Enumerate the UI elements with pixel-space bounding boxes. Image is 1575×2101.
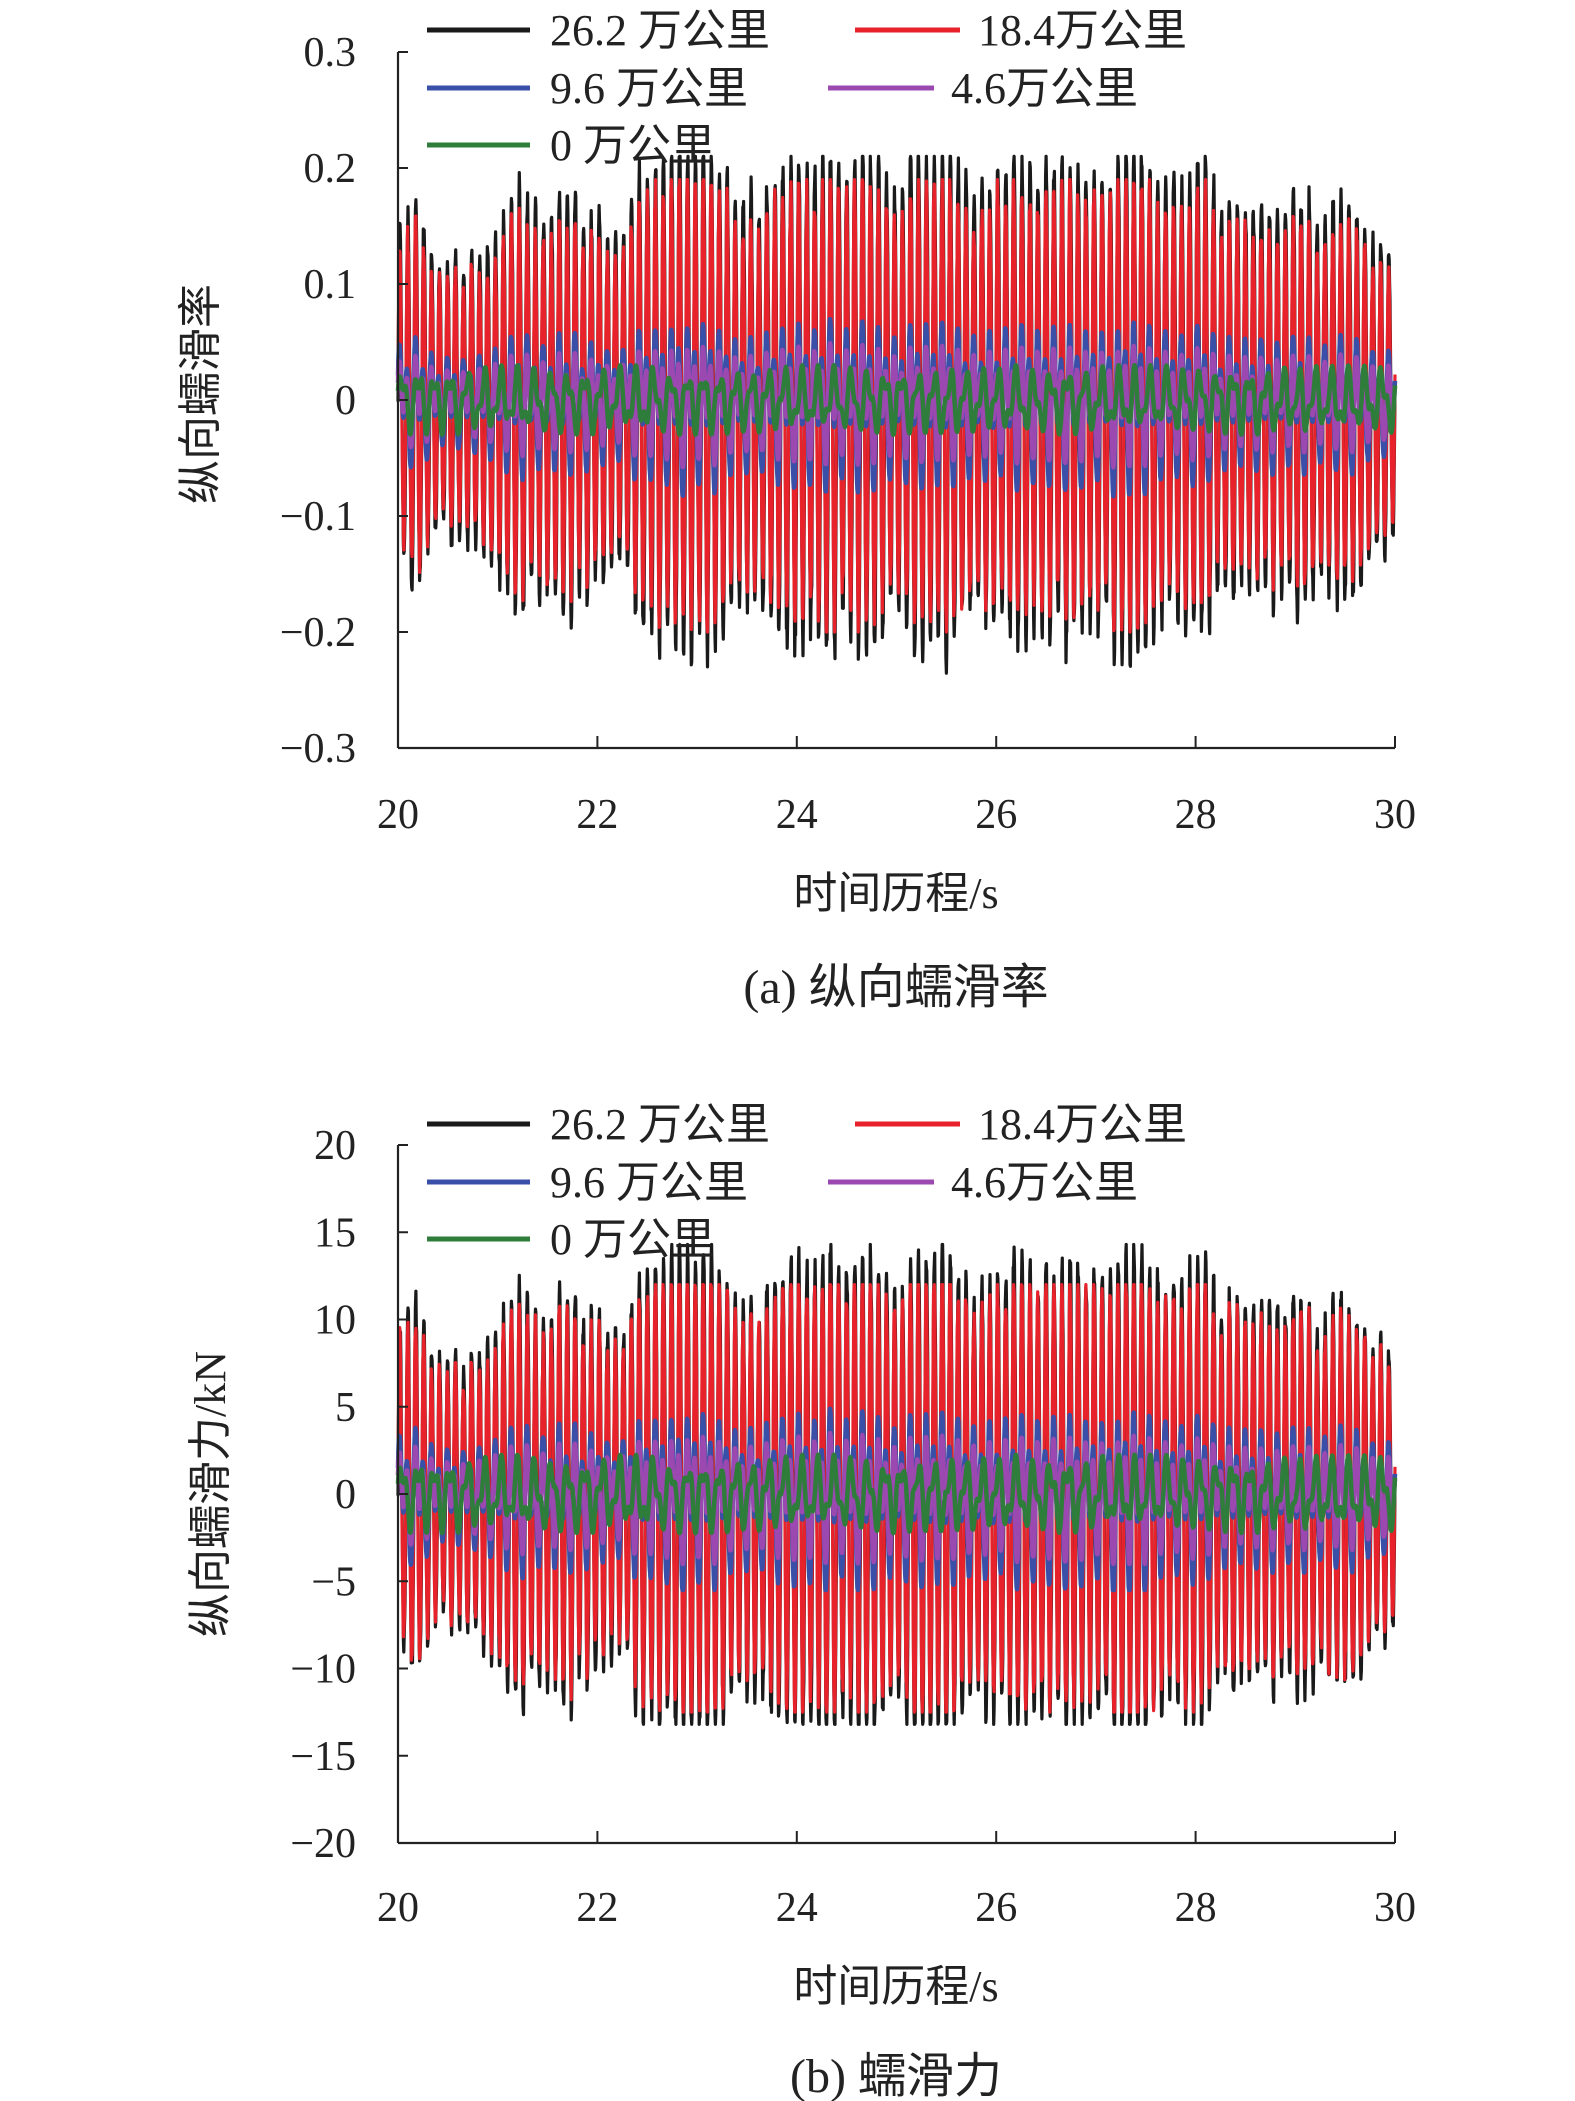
plot-area [395,154,1398,675]
legend-label-1: 18.4万公里 [978,6,1187,55]
y-tick-label: 0.3 [304,30,357,76]
chart-creep-force: 20 15 10 5 0 −5 −10 −15 −20 20 22 24 26 28 30 时间历程/s 纵向蠕… [186,1100,1416,2101]
x-tick-label: 24 [776,792,818,838]
y-tick-label: 20 [314,1123,356,1169]
y-axis-label: 纵向蠕滑率 [176,284,225,504]
y-tick-label: 5 [335,1385,356,1431]
y-tick-label: −5 [311,1559,356,1605]
legend-label-1: 18.4万公里 [978,1100,1187,1149]
series-line-4 [395,362,1398,438]
y-tick-label: 0.1 [304,262,357,308]
x-axis-label: 时间历程/s [793,1962,998,2011]
y-tick-label: −0.1 [280,494,356,540]
y-tick-label: −10 [290,1647,356,1693]
legend-label-3: 4.6万公里 [951,64,1138,113]
x-tick-label: 28 [1175,792,1217,838]
legend-label-2: 9.6 万公里 [550,1158,748,1207]
plot-area [395,1242,1398,1726]
legend-label-0: 26.2 万公里 [550,1100,770,1149]
x-tick-label: 20 [377,1885,419,1931]
legend: 26.2 万公里 18.4万公里 9.6 万公里 4.6万公里 0 万公里 [427,6,1187,170]
x-tick-label: 28 [1175,1885,1217,1931]
x-tick-label: 30 [1374,1885,1416,1931]
y-tick-label: 10 [314,1298,356,1344]
x-tick-label: 20 [377,792,419,838]
legend-label-4: 0 万公里 [550,1215,715,1264]
y-tick-label: −15 [290,1734,356,1780]
x-tick-label: 22 [576,792,618,838]
x-tick-label: 26 [975,1885,1017,1931]
x-tick-label: 24 [776,1885,818,1931]
x-tick-label: 22 [576,1885,618,1931]
x-tick-label: 26 [975,792,1017,838]
y-tick-label: 0 [335,378,356,424]
legend-label-2: 9.6 万公里 [550,64,748,113]
chart-longitudinal-creepage: 0.3 0.2 0.1 0 −0.1 −0.2 −0.3 20 22 24 26 28 30 时间历程/s… [176,6,1416,1014]
legend-label-0: 26.2 万公里 [550,6,770,55]
legend: 26.2 万公里 18.4万公里 9.6 万公里 4.6万公里 0 万公里 [427,1100,1187,1264]
y-tick-label: −20 [290,1821,356,1867]
y-tick-label: 0.2 [304,146,357,192]
legend-label-3: 4.6万公里 [951,1158,1138,1207]
legend-label-4: 0 万公里 [550,121,715,170]
y-tick-label: 15 [314,1210,356,1256]
y-tick-label: 0 [335,1472,356,1518]
y-tick-label: −0.3 [280,726,356,772]
chart-caption: (b) 蠕滑力 [790,2050,1002,2101]
x-tick-label: 30 [1374,792,1416,838]
series-line-4 [395,1452,1398,1536]
y-tick-label: −0.2 [280,610,356,656]
x-axis-label: 时间历程/s [793,869,998,918]
chart-caption: (a) 纵向蠕滑率 [743,961,1048,1014]
y-axis-label: 纵向蠕滑力/kN [186,1351,235,1637]
